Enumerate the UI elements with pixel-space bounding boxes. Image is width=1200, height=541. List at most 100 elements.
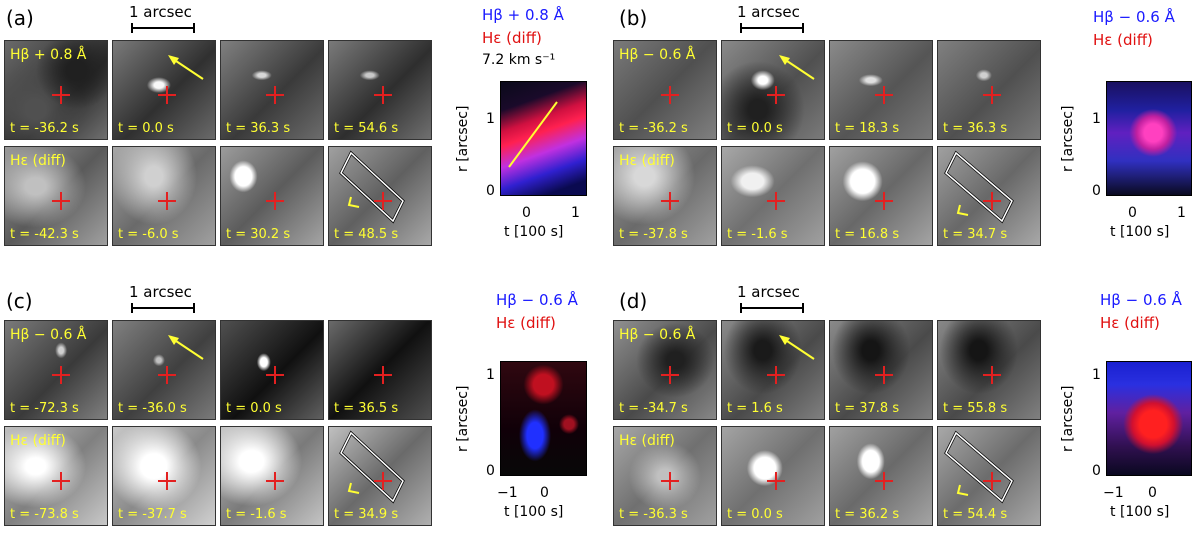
scalebar-label: 1 arcsec (737, 3, 800, 21)
scalebar (740, 303, 804, 313)
time-label: t = 34.9 s (334, 507, 399, 522)
row-label: Hβ − 0.6 Å (10, 327, 87, 343)
target-marker (875, 366, 893, 384)
x-tick: 0 (1128, 205, 1137, 221)
time-label: t = -6.0 s (118, 227, 179, 242)
legend-blue: Hβ − 0.6 Å (1093, 8, 1175, 26)
legend-red: Hε (diff) (1093, 31, 1153, 49)
y-tick: 1 (486, 111, 495, 127)
image-tile: t = 34.9 s (328, 426, 432, 526)
row-label: Hε (diff) (619, 433, 675, 449)
row-label: Hε (diff) (10, 153, 66, 169)
image-tile: t = -6.0 s (112, 146, 216, 246)
target-marker (374, 366, 392, 384)
target-marker (158, 472, 176, 490)
row-label: Hβ − 0.6 Å (619, 327, 696, 343)
slit-box (339, 430, 405, 504)
y-tick: 0 (486, 463, 495, 479)
time-distance-plot (1106, 361, 1192, 476)
target-marker (661, 192, 679, 210)
x-axis-label: t [100 s] (1110, 224, 1170, 240)
y-tick: 0 (486, 183, 495, 199)
x-axis-label: t [100 s] (504, 504, 564, 520)
x-tick: 0 (540, 485, 549, 501)
scalebar-label: 1 arcsec (129, 283, 192, 301)
x-tick: 0 (1148, 485, 1157, 501)
image-tile: t = 30.2 s (220, 146, 324, 246)
slit-box (944, 150, 1014, 224)
image-tile: t = 37.8 s (829, 320, 933, 420)
target-marker (767, 366, 785, 384)
time-label: t = -1.6 s (226, 507, 287, 522)
target-marker (661, 86, 679, 104)
image-tile: t = -37.7 s (112, 426, 216, 526)
legend-red: Hε (diff) (482, 29, 542, 47)
target-marker (875, 192, 893, 210)
image-tile: t = 16.8 s (829, 146, 933, 246)
target-marker (661, 366, 679, 384)
time-label: t = -36.2 s (10, 121, 79, 136)
image-tile: t = 0.0 s (220, 320, 324, 420)
time-label: t = 0.0 s (727, 121, 783, 136)
time-label: t = 36.3 s (226, 121, 291, 136)
legend-blue: Hβ + 0.8 Å (482, 6, 564, 24)
panel-label: (b) (619, 6, 648, 30)
x-axis-label: t [100 s] (1110, 504, 1170, 520)
target-marker (158, 86, 176, 104)
time-label: t = 34.7 s (943, 227, 1008, 242)
velocity-fit-line (508, 101, 558, 168)
time-label: t = 37.8 s (835, 401, 900, 416)
scalebar (740, 23, 804, 33)
time-label: t = -37.8 s (619, 227, 688, 242)
image-tile: t = -1.6 s (721, 146, 825, 246)
y-tick: 0 (1092, 463, 1101, 479)
time-distance-plot (500, 81, 587, 196)
target-marker (158, 192, 176, 210)
time-label: t = 30.2 s (226, 227, 291, 242)
target-marker (767, 86, 785, 104)
time-label: t = -73.8 s (10, 507, 79, 522)
target-marker (983, 472, 1001, 490)
target-marker (767, 192, 785, 210)
y-axis-label: r [arcsec] (1060, 105, 1076, 172)
target-marker (661, 472, 679, 490)
slit-box (944, 430, 1014, 504)
row-label: Hε (diff) (619, 153, 675, 169)
velocity-label: 7.2 km s⁻¹ (482, 52, 556, 68)
time-label: t = 36.5 s (334, 401, 399, 416)
image-tile: Hε (diff) t = -73.8 s (4, 426, 108, 526)
direction-arrow (779, 55, 815, 80)
image-tile: Hβ − 0.6 Å t = -34.7 s (613, 320, 717, 420)
row-label: Hβ − 0.6 Å (619, 47, 696, 63)
image-tile: t = -36.0 s (112, 320, 216, 420)
time-label: t = 55.8 s (943, 401, 1008, 416)
target-marker (52, 86, 70, 104)
time-label: t = 0.0 s (118, 121, 174, 136)
scalebar (131, 23, 195, 33)
image-tile: t = 48.5 s (328, 146, 432, 246)
time-label: t = -72.3 s (10, 401, 79, 416)
image-tile: t = 36.2 s (829, 426, 933, 526)
image-tile: t = 54.6 s (328, 40, 432, 140)
image-tile: t = 55.8 s (937, 320, 1041, 420)
image-tile: t = -1.6 s (220, 426, 324, 526)
time-label: t = -42.3 s (10, 227, 79, 242)
image-tile: Hε (diff) t = -36.3 s (613, 426, 717, 526)
target-marker (374, 192, 392, 210)
target-marker (374, 86, 392, 104)
row-label: Hβ + 0.8 Å (10, 47, 87, 63)
x-tick: −1 (497, 485, 518, 501)
time-distance-plot (1106, 81, 1192, 196)
target-marker (266, 192, 284, 210)
legend-blue: Hβ − 0.6 Å (496, 291, 578, 309)
time-label: t = -36.2 s (619, 121, 688, 136)
image-tile: Hβ − 0.6 Å t = -72.3 s (4, 320, 108, 420)
direction-arrow (168, 55, 204, 80)
legend-blue: Hβ − 0.6 Å (1100, 291, 1182, 309)
time-label: t = 0.0 s (226, 401, 282, 416)
target-marker (875, 472, 893, 490)
time-label: t = -37.7 s (118, 507, 187, 522)
target-marker (266, 472, 284, 490)
target-marker (52, 366, 70, 384)
image-tile: Hβ + 0.8 Å t = -36.2 s (4, 40, 108, 140)
